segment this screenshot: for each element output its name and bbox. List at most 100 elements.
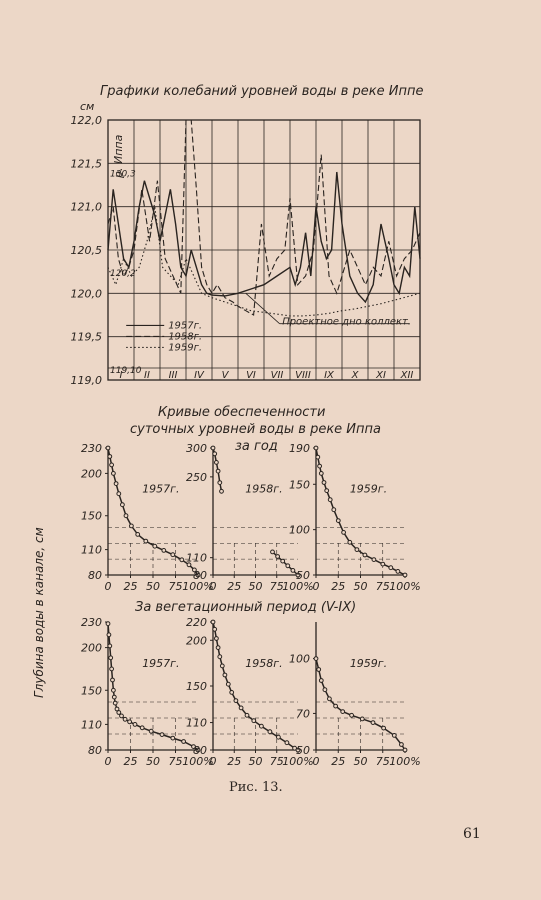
vegetation-ytick-label: 220 <box>186 616 207 629</box>
vegetation-curve-point <box>112 700 118 706</box>
annual-curve-point <box>290 568 296 573</box>
annual-curve-point <box>362 552 368 558</box>
vegetation-curve-point <box>370 720 376 725</box>
annual-xtick-label: 75 <box>376 580 390 593</box>
annual-xtick-label: 50 <box>249 580 263 593</box>
annual-ytick-label: 110 <box>81 544 102 557</box>
levels-ytick-label: 120,0 <box>71 287 103 300</box>
month-label: VI <box>246 370 256 381</box>
annual-curve-point <box>107 454 113 459</box>
vegetation-curve-point <box>295 747 301 753</box>
vegetation-xtick-label: 100% <box>182 755 213 768</box>
annual-ytick-label: 250 <box>186 471 207 484</box>
annual-curve-point <box>214 460 219 465</box>
levels-ytick-label: 120,5 <box>71 244 103 257</box>
vegetation-xtick-label: 0 <box>313 755 320 768</box>
annual-ytick-label: 150 <box>81 510 102 523</box>
annual-ytick-label: 300 <box>186 442 207 455</box>
vegetation-xtick-label: 25 <box>124 755 138 768</box>
annual-curve-point <box>285 563 291 569</box>
vegetation-duration-curve <box>212 621 299 751</box>
vegetation-xtick-label: 25 <box>331 755 345 768</box>
vegetation-duration-curve <box>315 658 406 751</box>
annual-curve-point <box>195 572 201 578</box>
annual-curve-point <box>161 548 167 553</box>
page-number: 61 <box>463 826 481 842</box>
month-label: XI <box>375 370 386 381</box>
annual-curve-point <box>395 569 401 574</box>
vegetation-ytick-label: 110 <box>186 717 207 730</box>
vegetation-curve-point <box>313 656 319 661</box>
annual-curve-point <box>135 532 141 537</box>
annual-curve-point <box>170 552 176 558</box>
vegetation-curve-point <box>381 725 387 731</box>
annual-curve-point <box>217 480 223 486</box>
vegetation-curve-point <box>327 696 332 702</box>
annual-duration-curve <box>315 447 406 576</box>
annual-curve-point <box>331 507 337 513</box>
annual-xtick-label: 25 <box>227 580 241 593</box>
vegetation-ytick-label: 70 <box>296 707 310 720</box>
annual-ytick-label: 50 <box>296 569 310 582</box>
vegetation-curve-point <box>106 632 112 638</box>
annual-curve-point <box>270 549 275 555</box>
month-label: X <box>351 370 360 381</box>
month-label: III <box>169 370 178 381</box>
vegetation-xtick-label: 0 <box>210 755 217 768</box>
annual-curve-point <box>335 518 341 523</box>
vegetation-curve-point <box>251 718 257 724</box>
vegetation-curve-point <box>402 747 408 753</box>
vegetation-ytick-label: 110 <box>81 718 102 731</box>
annual-curve-point <box>192 567 197 573</box>
annual-ytick-label: 80 <box>88 569 102 582</box>
vegetation-ytick-label: 100 <box>289 653 310 666</box>
vegetation-xtick-label: 50 <box>354 755 368 768</box>
annual-curve-point <box>295 572 301 578</box>
month-label: VIII <box>295 370 311 381</box>
annual-curve-point <box>275 554 281 559</box>
vegetation-curve-point <box>212 626 218 632</box>
annual-curve-point <box>324 488 330 494</box>
levels-series-line <box>107 206 421 317</box>
annual-curve-point <box>123 513 129 519</box>
vegetation-xtick-label: 0 <box>105 755 112 768</box>
month-label: IX <box>324 370 335 381</box>
vegetation-curve-point <box>340 709 346 714</box>
vegetation-curve-point <box>215 645 221 650</box>
vegetation-curve-point <box>116 710 122 715</box>
vegetation-curve-point <box>391 733 397 738</box>
annual-curve-point <box>280 558 286 564</box>
annual-title-line2: суточных уровней воды в реке Иппа <box>130 422 381 437</box>
annual-curve-point <box>318 471 324 476</box>
levels-chart-title: Графики колебаний уровней воды в реке Ип… <box>100 84 424 99</box>
vegetation-curve-point <box>233 698 239 703</box>
annual-curve-point <box>179 557 185 563</box>
vegetation-curve-point <box>159 732 165 737</box>
levels-ytick-label: 121,5 <box>71 157 103 170</box>
vegetation-panel-year-label: 1958г. <box>245 657 282 670</box>
annual-curve-point <box>317 463 323 469</box>
vegetation-ytick-label: 150 <box>186 680 207 693</box>
month-label: V <box>222 370 230 381</box>
annual-curve-point <box>109 462 114 468</box>
vegetation-xtick-label: 50 <box>249 755 263 768</box>
annual-xtick-label: 75 <box>270 580 284 593</box>
annotation-leader-line <box>245 293 280 324</box>
annual-xtick-label: 75 <box>169 580 183 593</box>
annual-curve-point <box>120 502 125 508</box>
annual-curve-point <box>215 468 221 474</box>
vegetation-curve-point <box>284 740 290 746</box>
vegetation-curve-point <box>109 666 114 672</box>
vegetation-curve-point <box>110 677 115 683</box>
vegetation-curve-point <box>229 690 235 695</box>
annual-ytick-label: 150 <box>289 478 310 491</box>
annual-xtick-label: 0 <box>210 580 217 593</box>
annual-xtick-label: 100% <box>282 580 313 593</box>
vegetation-curve-point <box>225 681 231 687</box>
vegetation-xtick-label: 100% <box>389 755 420 768</box>
annual-curve-point <box>402 572 408 578</box>
month-label: II <box>144 370 150 381</box>
levels-unit-label: см <box>80 100 94 113</box>
